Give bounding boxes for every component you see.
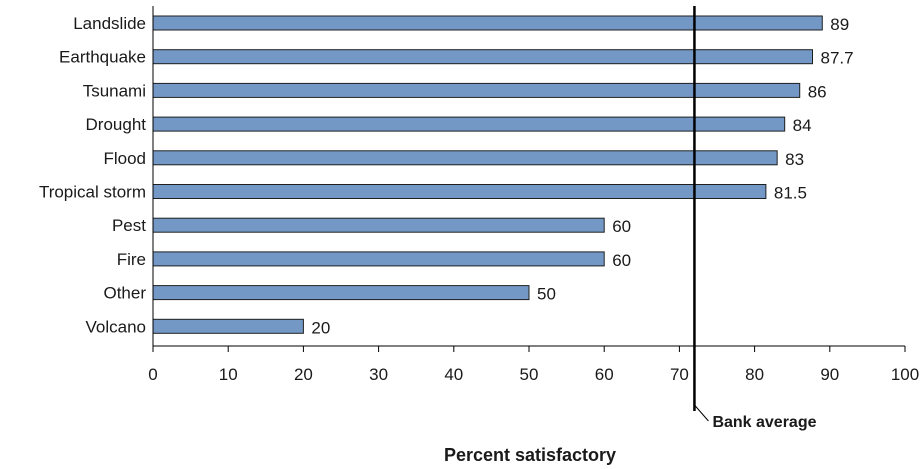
x-tick-label: 100	[891, 365, 919, 384]
category-label: Tropical storm	[39, 183, 146, 202]
value-label: 83	[785, 150, 804, 169]
bar-earthquake	[152, 49, 814, 65]
value-label: 50	[537, 285, 556, 304]
category-label: Fire	[117, 250, 146, 269]
x-tick-label: 0	[148, 365, 157, 384]
bar-fire	[152, 251, 605, 267]
labels-layer: Landslide 89 Earthquake 87.7 Tsunami 86 Drough…	[39, 14, 854, 337]
category-label: Drought	[86, 115, 147, 134]
bar-flood	[152, 150, 778, 166]
category-label: Pest	[112, 216, 146, 235]
value-label: 60	[612, 217, 631, 236]
value-label: 86	[808, 82, 827, 101]
x-tick-label: 90	[820, 365, 839, 384]
bank-average-label: Bank average	[712, 414, 816, 431]
bar-tropical-storm	[152, 184, 767, 199]
value-label: 89	[830, 15, 849, 34]
bar-volcano	[152, 318, 304, 334]
value-label: 81.5	[774, 184, 807, 203]
category-label: Flood	[103, 149, 146, 168]
value-label: 87.7	[821, 49, 854, 68]
x-tick-label: 40	[444, 365, 463, 384]
x-tick-label: 10	[219, 365, 238, 384]
value-label: 20	[311, 318, 330, 337]
bar-other	[152, 285, 530, 301]
x-tick-label: 70	[670, 365, 689, 384]
category-label: Landslide	[73, 14, 146, 33]
category-label: Earthquake	[59, 48, 146, 67]
bar-tsunami	[152, 82, 801, 98]
category-label: Other	[103, 284, 146, 303]
bank-average-leader	[694, 404, 709, 422]
bar-pest	[152, 217, 605, 233]
x-tick-label: 60	[595, 365, 614, 384]
category-label: Volcano	[86, 317, 147, 336]
x-axis-title: Percent satisfactory	[444, 445, 616, 465]
x-tick-label: 80	[745, 365, 764, 384]
x-ticks: 0 10 20 30 40 50 60 70 80 90 100	[148, 346, 919, 384]
value-label: 84	[793, 116, 812, 135]
bar-drought	[152, 116, 786, 132]
bar-landslide	[152, 15, 823, 31]
value-label: 60	[612, 251, 631, 270]
category-label: Tsunami	[83, 81, 146, 100]
x-tick-label: 30	[369, 365, 388, 384]
x-tick-label: 50	[520, 365, 539, 384]
bars-layer	[152, 15, 823, 334]
x-tick-label: 20	[294, 365, 313, 384]
